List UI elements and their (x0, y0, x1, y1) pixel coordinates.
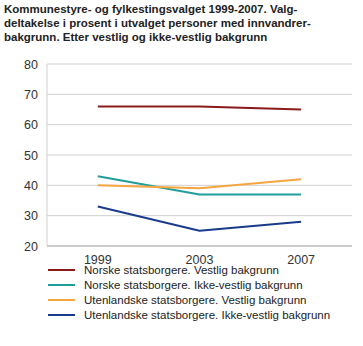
grid-line (47, 94, 352, 95)
y-tick-label: 30 (24, 209, 38, 223)
legend-label: Norske statsborgere. Ikke-vestlig bakgru… (84, 279, 303, 291)
grid-line (47, 64, 352, 65)
y-tick-label: 80 (24, 58, 38, 72)
grid-line (47, 124, 352, 125)
series-line (98, 179, 301, 188)
title-line: Kommunestyre- og fylkestingsvalget 1999-… (4, 3, 298, 15)
y-tick-label: 70 (24, 88, 38, 102)
legend-label: Norske statsborgere. Vestlig bakgrunn (84, 264, 279, 276)
plot-area (98, 106, 301, 230)
y-tick-label: 60 (24, 118, 38, 132)
y-tick-label: 20 (24, 240, 38, 254)
legend-swatch (48, 314, 75, 316)
legend-swatch (48, 299, 75, 301)
y-tick-label: 40 (24, 179, 38, 193)
legend-swatch (48, 284, 75, 286)
grid-line (47, 246, 352, 247)
y-axis (47, 64, 48, 246)
series-line (98, 106, 301, 109)
title-line: deltakelse i prosent i utvalget personer… (4, 17, 311, 29)
legend-label: Utenlandske statsborgere. Ikke-vestlig b… (84, 309, 330, 321)
title: Kommunestyre- og fylkestingsvalget 1999-… (4, 3, 311, 43)
series-line (98, 207, 301, 231)
grid-line (47, 155, 352, 156)
legend-label: Utenlandske statsborgere. Vestlig bakgru… (84, 294, 306, 306)
title-line: bakgrunn. Etter vestlig og ikke-vestlig … (4, 31, 267, 43)
y-tick-label: 50 (24, 149, 38, 163)
grid-line (47, 215, 352, 216)
x-tick-label: 2007 (287, 253, 315, 267)
chart: Kommunestyre- og fylkestingsvalget 1999-… (0, 0, 363, 346)
series-line (98, 176, 301, 194)
legend-swatch (48, 269, 75, 271)
grid-line (47, 185, 352, 186)
